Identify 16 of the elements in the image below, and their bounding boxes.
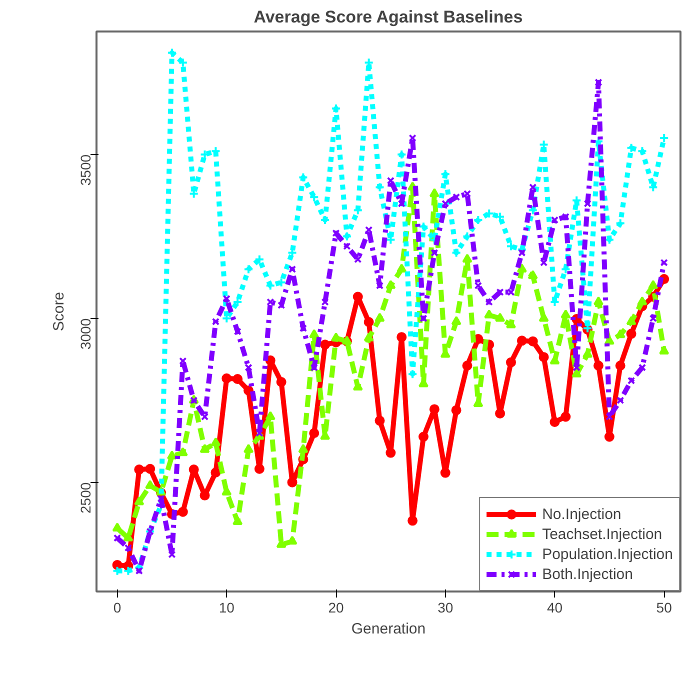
x-tick-label: 0 [113,600,122,616]
y-tick-label: 3000 [78,318,94,350]
x-tick-label: 50 [656,600,672,616]
x-tick-label: 20 [328,600,344,616]
x-tick-label: 30 [438,600,454,616]
y-axis-title: Score [50,292,68,332]
legend-label: No.Injection [542,506,622,522]
legend-label: Both.Injection [542,566,633,582]
x-axis-title: Generation [351,620,426,638]
y-tick-label: 3500 [78,154,94,186]
chart-title: Average Score Against Baselines [254,8,523,26]
y-tick-label: 2500 [78,482,94,514]
legend-label: Population.Injection [542,546,673,562]
x-tick-label: 10 [218,600,235,616]
legend-label: Teachset.Injection [542,526,662,542]
x-tick-label: 40 [546,600,563,616]
